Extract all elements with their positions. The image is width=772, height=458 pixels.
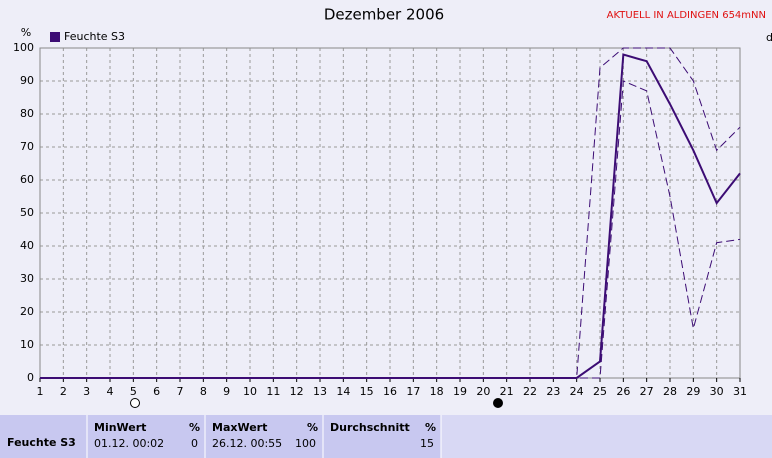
y-axis-label: % [21, 26, 31, 39]
y-tick-label: 20 [20, 305, 34, 318]
x-tick-label: 27 [640, 385, 654, 398]
x-tick-label: 11 [266, 385, 280, 398]
column-unit: % [307, 421, 318, 434]
x-tick-label: 10 [243, 385, 257, 398]
x-tick-label: 4 [107, 385, 114, 398]
x-tick-label: 13 [313, 385, 327, 398]
x-tick-label: 24 [570, 385, 584, 398]
column-unit: % [425, 421, 436, 434]
legend-swatch [50, 32, 60, 42]
x-tick-label: 31 [733, 385, 747, 398]
column-time: 01.12. 00:02 [94, 437, 164, 450]
x-tick-label: 21 [500, 385, 514, 398]
y-tick-label: 50 [20, 206, 34, 219]
x-tick-label: 28 [663, 385, 677, 398]
x-tick-label: 14 [336, 385, 350, 398]
row-label: Feuchte S3 [7, 436, 76, 449]
y-tick-label: 70 [20, 140, 34, 153]
subtitle: AKTUELL IN ALDINGEN 654mNN [607, 10, 766, 21]
moon-icon [493, 398, 503, 408]
stats-table: Feuchte S3 [0, 415, 772, 458]
y-tick-label: 100 [13, 41, 34, 54]
chart-title: Dezember 2006 [324, 6, 444, 24]
y2-axis-label: d [766, 31, 772, 44]
x-tick-label: 30 [710, 385, 724, 398]
y-tick-label: 30 [20, 272, 34, 285]
x-tick-label: 9 [223, 385, 230, 398]
y-tick-label: 80 [20, 107, 34, 120]
legend-label: Feuchte S3 [64, 30, 125, 43]
x-tick-label: 2 [60, 385, 67, 398]
column-value: 0 [191, 437, 198, 450]
x-tick-label: 19 [453, 385, 467, 398]
x-tick-label: 15 [360, 385, 374, 398]
y-tick-label: 90 [20, 74, 34, 87]
column-value: 15 [420, 437, 434, 450]
table-cells [0, 415, 441, 458]
x-tick-label: 25 [593, 385, 607, 398]
column-value: 100 [295, 437, 316, 450]
x-tick-label: 18 [430, 385, 444, 398]
x-tick-label: 23 [546, 385, 560, 398]
column-header: MaxWert [212, 421, 267, 434]
column-unit: % [189, 421, 200, 434]
moon-icon [130, 398, 140, 408]
y-tick-label: 0 [27, 371, 34, 384]
x-tick-label: 3 [83, 385, 90, 398]
column-header: MinWert [94, 421, 146, 434]
y-tick-label: 40 [20, 239, 34, 252]
column-header: Durchschnitt [330, 421, 410, 434]
x-tick-label: 8 [200, 385, 207, 398]
x-tick-label: 7 [177, 385, 184, 398]
data-line [40, 80, 741, 379]
x-tick-label: 12 [290, 385, 304, 398]
x-tick-label: 6 [153, 385, 160, 398]
x-tick-label: 16 [383, 385, 397, 398]
x-tick-label: 5 [130, 385, 137, 398]
x-tick-label: 1 [37, 385, 44, 398]
y-tick-label: 60 [20, 173, 34, 186]
x-tick-label: 17 [406, 385, 420, 398]
x-tick-label: 26 [616, 385, 630, 398]
x-tick-label: 20 [476, 385, 490, 398]
column-time: 26.12. 00:55 [212, 437, 282, 450]
x-tick-label: 22 [523, 385, 537, 398]
y-tick-label: 10 [20, 338, 34, 351]
x-tick-label: 29 [686, 385, 700, 398]
